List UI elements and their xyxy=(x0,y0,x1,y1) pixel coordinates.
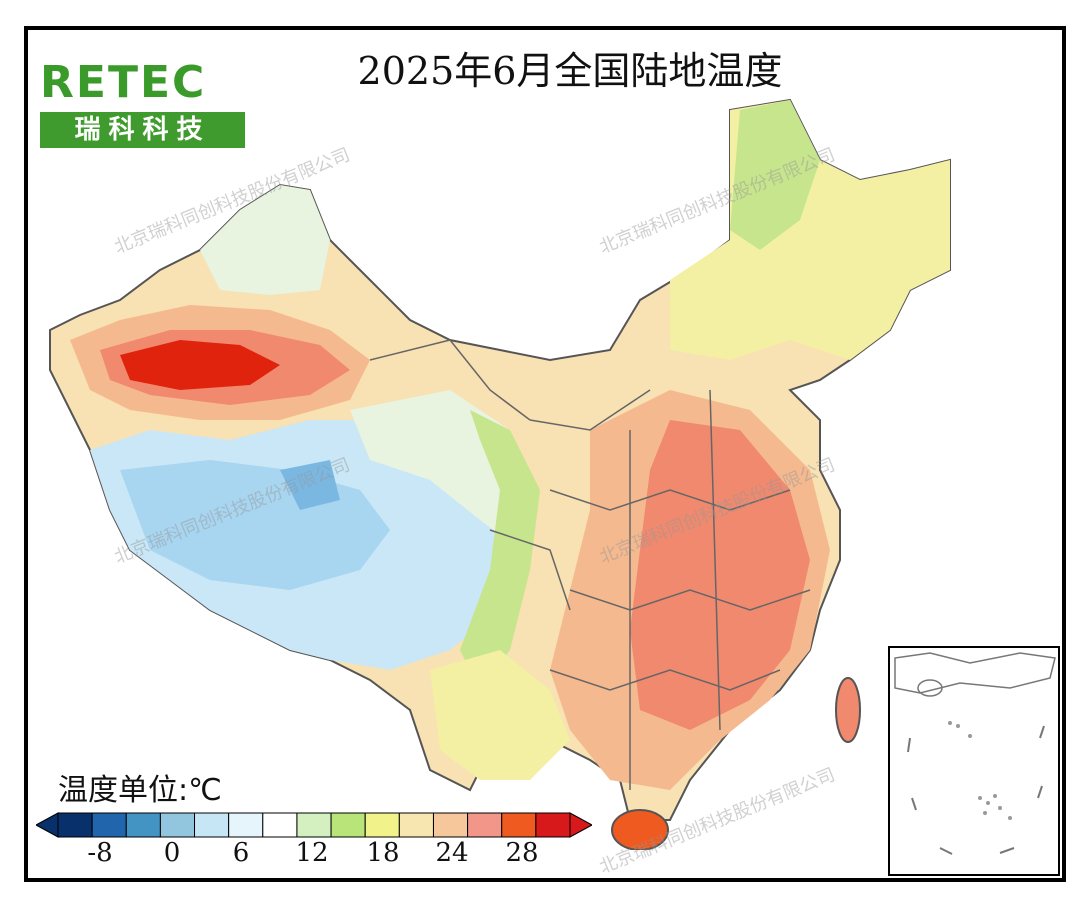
legend-color-cell xyxy=(262,812,298,838)
logo-brand-text: RETEC xyxy=(40,57,207,108)
yunnan-mild-zone xyxy=(430,650,570,780)
legend-color-cell xyxy=(467,812,503,838)
inset-nine-dash-line xyxy=(907,725,1045,855)
legend-color-cell xyxy=(398,812,434,838)
legend-ticks: -8 0 6 12 18 24 28 xyxy=(0,838,1080,878)
south-china-sea-inset xyxy=(888,646,1060,876)
legend-color-cell xyxy=(91,812,127,838)
qinghai-green-edge xyxy=(460,410,540,690)
legend-tick-label: 24 xyxy=(435,838,469,868)
province-borders xyxy=(369,339,811,790)
legend-tick-label: 6 xyxy=(232,838,250,868)
inset-hainan xyxy=(917,679,943,697)
legend-tick-label: -8 xyxy=(87,838,113,868)
hainan-island xyxy=(611,809,669,850)
map-title: 2025年6月全国陆地温度 xyxy=(357,49,783,93)
legend-color-cell xyxy=(501,812,537,838)
inset-map xyxy=(894,652,1056,855)
legend-tick-label: 28 xyxy=(505,838,539,868)
unit-label: 温度单位:℃ xyxy=(58,773,222,808)
color-legend-bar xyxy=(36,812,592,838)
legend-color-cell xyxy=(159,812,196,838)
legend-color-cell xyxy=(125,812,161,838)
legend-color-cell xyxy=(228,812,264,838)
legend-tick-label: 12 xyxy=(295,838,329,868)
inset-islands xyxy=(948,721,1012,820)
legend-color-cell xyxy=(194,812,230,838)
company-logo: RETEC 瑞科科技 xyxy=(40,60,245,150)
logo-brand-cn: 瑞科科技 xyxy=(40,112,245,148)
legend-tick-label: 0 xyxy=(163,838,181,868)
temperature-map xyxy=(49,98,951,850)
east-very-warm-zone xyxy=(630,420,810,730)
xinjiang-hot-core xyxy=(120,340,280,390)
plateau-coldest-zone xyxy=(280,460,340,510)
northeast-green-zone xyxy=(730,100,820,250)
legend-color-cell xyxy=(296,812,332,838)
xinjiang-green-north xyxy=(200,185,330,295)
legend-color-cell xyxy=(330,812,366,838)
taiwan-island xyxy=(835,677,861,743)
legend-color-cell xyxy=(57,812,93,838)
legend-color-cell xyxy=(364,812,400,838)
legend-left-arrow xyxy=(36,812,59,838)
legend-color-cell xyxy=(432,812,469,838)
legend-color-cell xyxy=(535,812,571,838)
inset-coastline xyxy=(894,652,1056,694)
legend-right-arrow xyxy=(569,812,592,838)
legend-tick-label: 18 xyxy=(366,838,400,868)
